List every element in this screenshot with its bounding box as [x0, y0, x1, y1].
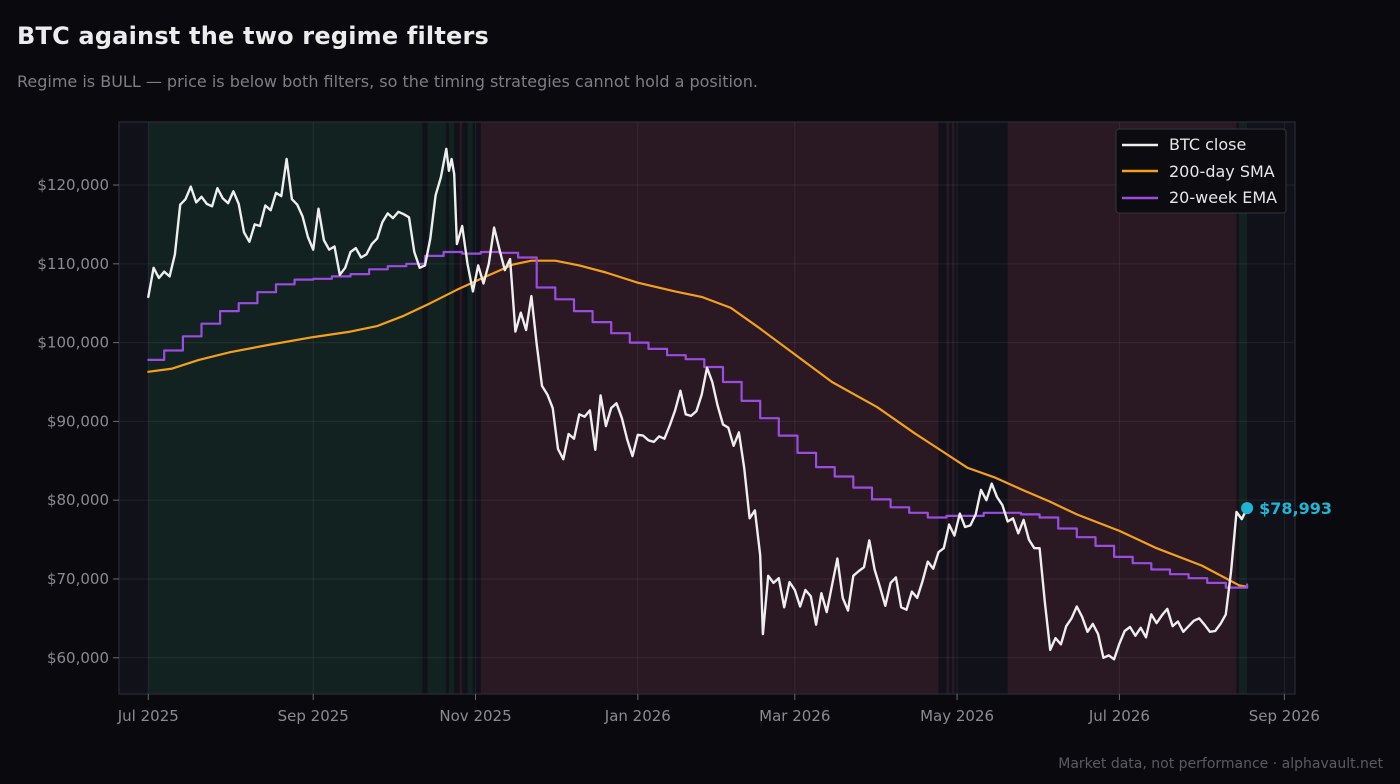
regime-band-bear	[459, 122, 463, 694]
regime-band-bull	[1239, 122, 1248, 694]
regime-band-bear	[951, 122, 955, 694]
regime-band-bear	[946, 122, 950, 694]
plot-frame	[118, 121, 1296, 695]
regime-bands	[148, 122, 1248, 694]
regime-band-bull	[448, 122, 455, 694]
series-line-btc-close	[147, 147, 1249, 661]
regime-band-bull	[467, 122, 473, 694]
x-tick-label: Jul 2026	[1088, 707, 1150, 725]
legend-label-sma: 200-day SMA	[1169, 162, 1275, 181]
x-tick-label: Jul 2025	[117, 707, 179, 725]
regime-band-bull	[427, 122, 447, 694]
y-tick-label: $110,000	[37, 255, 109, 273]
x-tick-label: Mar 2026	[759, 707, 830, 725]
chart-title: BTC against the two regime filters	[17, 22, 490, 50]
y-tick-label: $90,000	[47, 412, 109, 430]
x-tick-label: Sep 2025	[278, 707, 349, 725]
chart-subtitle: Regime is BULL — price is below both fil…	[17, 72, 758, 91]
x-tick-label: Jan 2026	[604, 707, 671, 725]
x-tick-label: May 2026	[920, 707, 994, 725]
legend-box	[1115, 128, 1287, 214]
regime-band-bull	[148, 122, 423, 694]
y-tick-label: $80,000	[47, 491, 109, 509]
footer-note: Market data, not performance · alphavaul…	[1058, 756, 1383, 772]
series-line-200-day-sma	[147, 259, 1249, 588]
y-axis: $60,000 $70,000 $80,000 $90,000 $100,000 $110…	[37, 176, 119, 667]
regime-band-bear	[480, 122, 939, 694]
y-tick-label: $100,000	[37, 334, 109, 352]
end-value: $78,993	[1241, 499, 1332, 518]
y-tick-label: $120,000	[37, 176, 109, 194]
y-tick-label: $70,000	[47, 570, 109, 588]
legend-label-ema: 20-week EMA	[1169, 188, 1277, 207]
grid-lines	[119, 122, 1295, 694]
legend-label-btc: BTC close	[1169, 135, 1246, 154]
x-tick-label: Nov 2025	[439, 707, 511, 725]
y-tick-label: $60,000	[47, 649, 109, 667]
series-line-20-week-ema	[147, 250, 1249, 589]
x-axis: Jul 2025 Sep 2025 Nov 2025 Jan 2026 Mar 2026…	[117, 694, 1320, 725]
end-value-label: $78,993	[1259, 499, 1332, 518]
end-value-marker	[1241, 502, 1254, 515]
legend: BTC close 200-day SMA 20-week EMA	[1115, 128, 1287, 214]
regime-band-bear	[1007, 122, 1237, 694]
x-tick-label: Sep 2026	[1249, 707, 1320, 725]
series-lines	[147, 147, 1249, 661]
